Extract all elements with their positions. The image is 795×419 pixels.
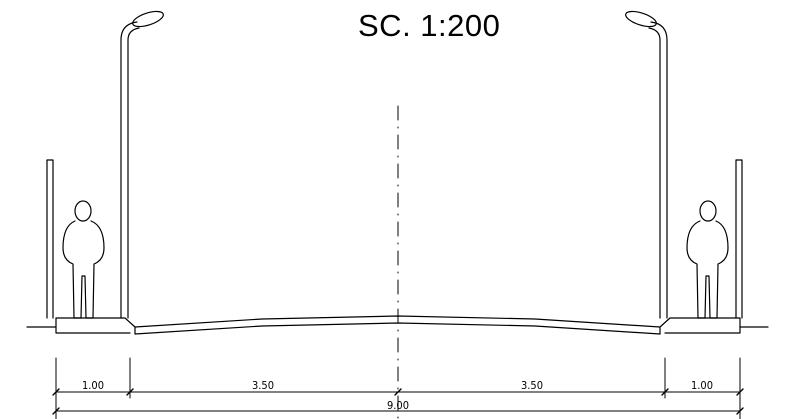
street-lamp-left bbox=[120, 10, 164, 319]
dimension-label-sidewalk-right: 1.00 bbox=[691, 379, 713, 392]
dimension-label-lane-right: 3.50 bbox=[521, 379, 543, 392]
road-surface-bottom bbox=[134, 322, 661, 335]
person-figure-right bbox=[686, 200, 729, 319]
dimension-label-sidewalk-left: 1.00 bbox=[82, 379, 104, 392]
scale-title: SC. 1:200 bbox=[358, 8, 501, 43]
dimension-label-total: 9.00 bbox=[387, 399, 409, 412]
railing-left bbox=[46, 159, 54, 319]
sidewalk-right bbox=[659, 317, 741, 335]
street-lamp-right bbox=[625, 10, 668, 319]
sidewalk-left bbox=[55, 317, 136, 335]
dimension-label-lane-left: 3.50 bbox=[252, 379, 274, 392]
dimension-ticks bbox=[52, 388, 744, 415]
railing-right bbox=[735, 159, 743, 319]
person-figure-left bbox=[62, 200, 105, 319]
